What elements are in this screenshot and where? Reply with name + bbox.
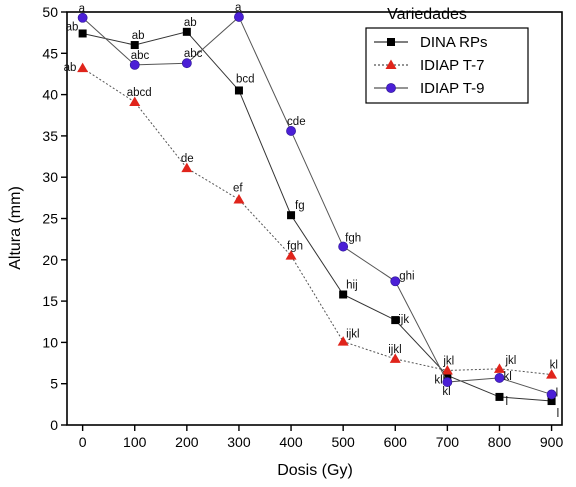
significance-label: fgh <box>287 241 303 253</box>
y-tick-label: 30 <box>42 169 58 185</box>
x-tick-label: 200 <box>175 434 199 450</box>
legend-label: IDIAP T-7 <box>420 57 484 74</box>
data-point <box>286 126 296 136</box>
data-point <box>181 58 192 69</box>
significance-label: ab <box>132 30 145 42</box>
significance-label: abc <box>184 48 203 60</box>
data-point <box>285 250 297 260</box>
significance-label: de <box>181 153 194 165</box>
legend-marker <box>385 59 397 69</box>
significance-label: jkl <box>504 355 516 367</box>
y-tick-label: 50 <box>42 4 58 20</box>
data-point <box>546 389 557 400</box>
data-point <box>77 12 88 23</box>
legend-label: DINA RPs <box>420 34 488 51</box>
significance-label: l <box>557 408 560 420</box>
significance-label: kl <box>442 386 450 398</box>
series-idiap-t-7: ab abcd de ef fgh ijkl ijkl jkl jkl kl <box>64 62 558 379</box>
data-point <box>339 290 348 299</box>
data-point <box>442 377 453 387</box>
data-point <box>443 371 452 380</box>
significance-label: hij <box>346 279 358 291</box>
y-tick-label: 45 <box>42 45 58 61</box>
data-point <box>287 211 296 220</box>
data-point <box>77 62 89 73</box>
y-tick-label: 20 <box>42 252 58 268</box>
series-line <box>82 31 552 402</box>
data-point <box>494 373 505 383</box>
legend-marker <box>386 83 396 93</box>
x-tick-label: 600 <box>384 434 408 450</box>
series-line <box>82 16 552 395</box>
x-tick-label: 800 <box>488 434 512 450</box>
y-tick-label: 5 <box>50 376 58 392</box>
data-point <box>233 194 245 204</box>
y-axis-title: Altura (mm) <box>7 186 24 270</box>
significance-label: ijk <box>398 314 409 326</box>
significance-label: ab <box>184 17 197 29</box>
significance-label: a <box>79 3 86 15</box>
x-tick-label: 400 <box>279 434 303 450</box>
data-point <box>130 41 139 50</box>
significance-label: a <box>235 2 242 14</box>
series-line <box>82 67 552 376</box>
data-point <box>337 336 349 346</box>
significance-label: bcd <box>236 73 255 85</box>
data-point <box>495 392 504 401</box>
significance-label: ijkl <box>388 344 401 356</box>
data-point <box>547 397 556 406</box>
significance-label: l <box>556 387 559 399</box>
legend-marker <box>387 38 395 46</box>
significance-label: ab <box>64 62 77 74</box>
data-point <box>78 29 87 38</box>
significance-label: ef <box>233 183 243 195</box>
significance-label: abcd <box>127 87 152 99</box>
significance-label: ghi <box>399 270 414 282</box>
data-point <box>441 364 453 375</box>
significance-label: fgh <box>345 233 361 245</box>
data-point <box>181 162 193 173</box>
significance-label: jkl <box>442 355 454 367</box>
data-point <box>338 241 349 252</box>
legend-title: Variedades <box>387 6 467 23</box>
significance-label: kl <box>434 374 442 386</box>
data-point <box>129 59 140 70</box>
legend-label: IDIAP T-9 <box>420 80 484 97</box>
data-point <box>546 369 558 379</box>
x-tick-label: 700 <box>436 434 460 450</box>
data-point <box>493 363 505 373</box>
significance-label: cde <box>287 116 306 128</box>
significance-label: kl <box>503 371 511 383</box>
x-axis-title: Dosis (Gy) <box>277 462 353 479</box>
data-point <box>234 12 244 22</box>
x-tick-label: 500 <box>331 434 355 450</box>
significance-label: abc <box>131 50 150 62</box>
data-point <box>389 353 401 363</box>
significance-label: ab <box>66 21 79 33</box>
significance-label: fg <box>295 200 305 212</box>
x-tick-label: 300 <box>227 434 251 450</box>
y-tick-label: 10 <box>42 334 58 350</box>
x-tick-label: 0 <box>79 434 87 450</box>
y-tick-label: 35 <box>42 128 58 144</box>
significance-label: kl <box>550 360 558 372</box>
significance-label: ijkl <box>346 329 359 341</box>
x-tick-label: 900 <box>540 434 564 450</box>
data-point <box>129 96 141 107</box>
y-tick-label: 15 <box>42 293 58 309</box>
y-tick-label: 25 <box>42 211 58 227</box>
data-point <box>390 276 401 287</box>
significance-label: l <box>505 396 508 408</box>
data-point <box>391 316 400 325</box>
data-point <box>182 27 191 36</box>
y-tick-label: 0 <box>50 417 58 433</box>
y-tick-label: 40 <box>42 87 58 103</box>
x-tick-label: 100 <box>123 434 147 450</box>
data-point <box>234 86 243 95</box>
